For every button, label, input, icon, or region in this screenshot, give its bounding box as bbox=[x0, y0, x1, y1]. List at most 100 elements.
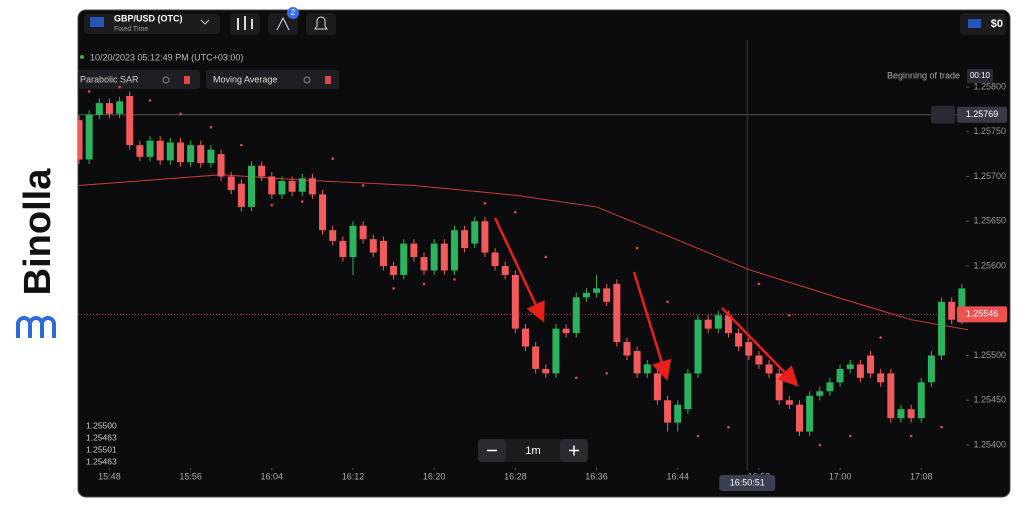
candle-body bbox=[156, 140, 164, 161]
alerts-button[interactable] bbox=[306, 13, 336, 35]
trade-start-label: Beginning of trade bbox=[887, 70, 960, 80]
sar-dot bbox=[940, 425, 943, 429]
sar-dot bbox=[179, 112, 182, 116]
candle-body bbox=[877, 373, 885, 383]
legend-value: 1.25463 bbox=[86, 432, 117, 442]
candle-body bbox=[724, 315, 732, 334]
x-tick-label: 15:48 bbox=[98, 471, 121, 481]
timer: 00:10 bbox=[970, 71, 991, 80]
candle-body bbox=[653, 373, 661, 401]
sar-dot bbox=[514, 211, 517, 214]
brand-logo bbox=[16, 316, 56, 338]
candle-body bbox=[603, 288, 611, 302]
x-tick-label: 17:08 bbox=[910, 471, 933, 481]
candle-body bbox=[166, 142, 174, 161]
x-tick-label: 16:04 bbox=[261, 471, 284, 481]
candle-body bbox=[248, 165, 256, 207]
flag bbox=[968, 19, 981, 28]
candle-body bbox=[471, 221, 479, 244]
annotation-arrow bbox=[632, 271, 672, 381]
candle-body bbox=[948, 301, 956, 320]
sar-dot bbox=[331, 157, 334, 160]
sar-dot bbox=[727, 425, 730, 429]
indicator-chip[interactable] bbox=[78, 70, 200, 89]
candle-body bbox=[826, 382, 834, 392]
candle-body bbox=[897, 409, 905, 419]
annotation-arrow bbox=[721, 307, 799, 387]
sar-dot bbox=[300, 200, 304, 203]
candle-body bbox=[146, 140, 154, 157]
sar-dot bbox=[483, 202, 487, 205]
x-tick-label: 16:12 bbox=[342, 471, 365, 481]
sar-dot bbox=[666, 300, 669, 304]
candle-body bbox=[562, 328, 570, 334]
sar-dot bbox=[209, 125, 213, 129]
y-tick-label: 1.25450 bbox=[973, 395, 1006, 405]
candle-body bbox=[704, 319, 712, 329]
candle-body bbox=[795, 404, 803, 432]
legend-value: 1.25500 bbox=[86, 420, 117, 430]
indicators-button[interactable] bbox=[268, 13, 298, 35]
candle-body bbox=[126, 95, 134, 146]
eye-icon[interactable] bbox=[162, 76, 170, 84]
x-tick-label: 16:28 bbox=[504, 471, 527, 481]
eye-icon[interactable] bbox=[303, 76, 311, 84]
y-tick-label: 1.25800 bbox=[973, 81, 1006, 91]
candle-body bbox=[938, 301, 946, 356]
crosshair-time-box bbox=[719, 475, 776, 491]
y-tick-label: 1.25650 bbox=[973, 216, 1006, 226]
sar-dot bbox=[422, 282, 426, 286]
delete-icon[interactable] bbox=[184, 76, 190, 84]
price-level-box bbox=[931, 105, 955, 124]
candle-icon bbox=[237, 16, 253, 30]
sar-dot bbox=[909, 434, 913, 438]
candle-body bbox=[867, 355, 875, 374]
brand: Binolla bbox=[17, 168, 59, 296]
balance-box[interactable] bbox=[960, 13, 1006, 35]
annotation-arrow bbox=[493, 217, 545, 323]
x-tick-label: 16:36 bbox=[585, 471, 608, 481]
indicator-chip[interactable] bbox=[206, 70, 339, 89]
y-tick-label: 1.25400 bbox=[973, 439, 1006, 449]
candle-body bbox=[501, 266, 509, 275]
candle-body bbox=[440, 243, 448, 271]
candle-body bbox=[806, 395, 814, 432]
sar-dot bbox=[240, 143, 243, 147]
sar-dot bbox=[605, 372, 608, 375]
candle-body bbox=[217, 154, 225, 177]
candle-body bbox=[329, 230, 337, 241]
crosshair-time: 16:50:51 bbox=[730, 477, 765, 487]
candle-body bbox=[735, 333, 743, 347]
candle-body bbox=[369, 239, 377, 253]
indicator-name: Parabolic SAR bbox=[80, 74, 139, 84]
current-price-label: 1.25546 bbox=[966, 309, 999, 319]
candle-body bbox=[379, 240, 387, 266]
flag bbox=[90, 17, 104, 27]
candle-body bbox=[856, 364, 864, 378]
candle-body bbox=[613, 283, 621, 343]
candle-body bbox=[775, 373, 783, 401]
legend-value: 1.25463 bbox=[86, 456, 117, 466]
timer-box bbox=[967, 69, 993, 83]
candle-body bbox=[207, 149, 215, 164]
plot bbox=[78, 40, 968, 470]
candle-body bbox=[917, 382, 925, 419]
sar-dot bbox=[118, 85, 121, 89]
timeframe[interactable]: 1m bbox=[525, 445, 540, 457]
candle-body bbox=[430, 243, 438, 271]
sar-dot bbox=[392, 287, 395, 290]
sar-dot bbox=[574, 376, 578, 380]
y-tick-label: 1.25700 bbox=[973, 171, 1006, 181]
dropdown-icon bbox=[200, 19, 210, 25]
mode: Fixed Time bbox=[114, 26, 148, 33]
sar-dot bbox=[635, 246, 639, 250]
current-price-tag bbox=[957, 306, 1007, 323]
x-tick-label: 16:44 bbox=[666, 471, 689, 481]
delete-icon[interactable] bbox=[325, 76, 331, 84]
candle-body bbox=[532, 346, 540, 369]
candle-body bbox=[319, 194, 327, 231]
candle-body bbox=[633, 351, 641, 374]
pair-selector[interactable] bbox=[84, 14, 220, 34]
